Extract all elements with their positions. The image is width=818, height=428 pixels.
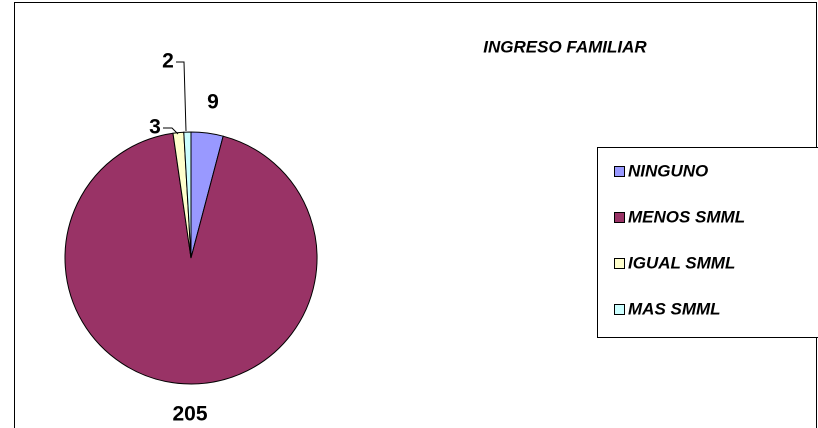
- legend-label: MAS SMML: [628, 299, 721, 318]
- legend-swatch: [614, 212, 625, 223]
- legend-swatch: [614, 304, 625, 315]
- data-label: 3: [149, 116, 161, 139]
- chart-title: INGRESO FAMILIAR: [483, 37, 647, 56]
- pie-slice: [183, 131, 192, 259]
- leader-line: [163, 127, 179, 135]
- legend-label: MENOS SMML: [628, 207, 745, 226]
- data-label: 2: [162, 50, 174, 73]
- legend-swatch: [614, 258, 625, 269]
- legend-label: IGUAL SMML: [628, 253, 735, 272]
- data-label: 205: [172, 403, 207, 426]
- leader-line: [176, 61, 187, 132]
- legend-label: NINGUNO: [628, 161, 708, 180]
- data-label: 9: [207, 91, 219, 114]
- legend-swatch: [614, 166, 625, 177]
- legend-box: [597, 147, 818, 338]
- pie-slice: [64, 132, 318, 385]
